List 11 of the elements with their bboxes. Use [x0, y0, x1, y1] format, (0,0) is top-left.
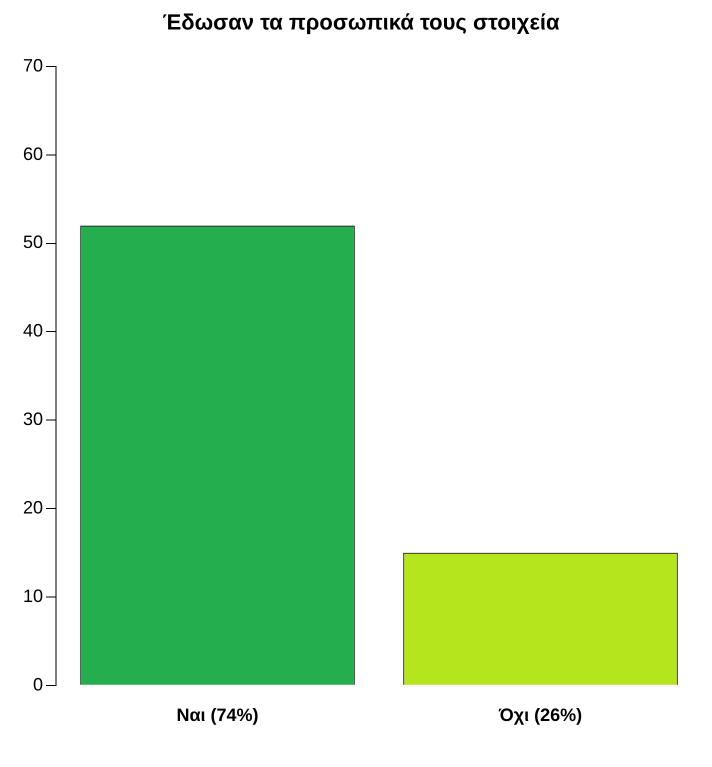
y-tick-label: 30	[22, 409, 44, 430]
y-tick-label: 40	[22, 320, 44, 341]
y-tick-label: 0	[33, 674, 44, 694]
y-tick-label: 60	[22, 144, 44, 164]
chart-title: Έδωσαν τα προσωπικά τους στοιχεία	[162, 9, 560, 34]
x-tick-label: Ναι (74%)	[176, 705, 259, 726]
x-tick-label: Όχι (26%)	[498, 705, 582, 726]
y-tick-label: 70	[22, 55, 44, 76]
y-tick-label: 50	[22, 232, 44, 252]
y-tick-label: 10	[22, 586, 44, 606]
y-tick-label: 20	[22, 498, 44, 518]
